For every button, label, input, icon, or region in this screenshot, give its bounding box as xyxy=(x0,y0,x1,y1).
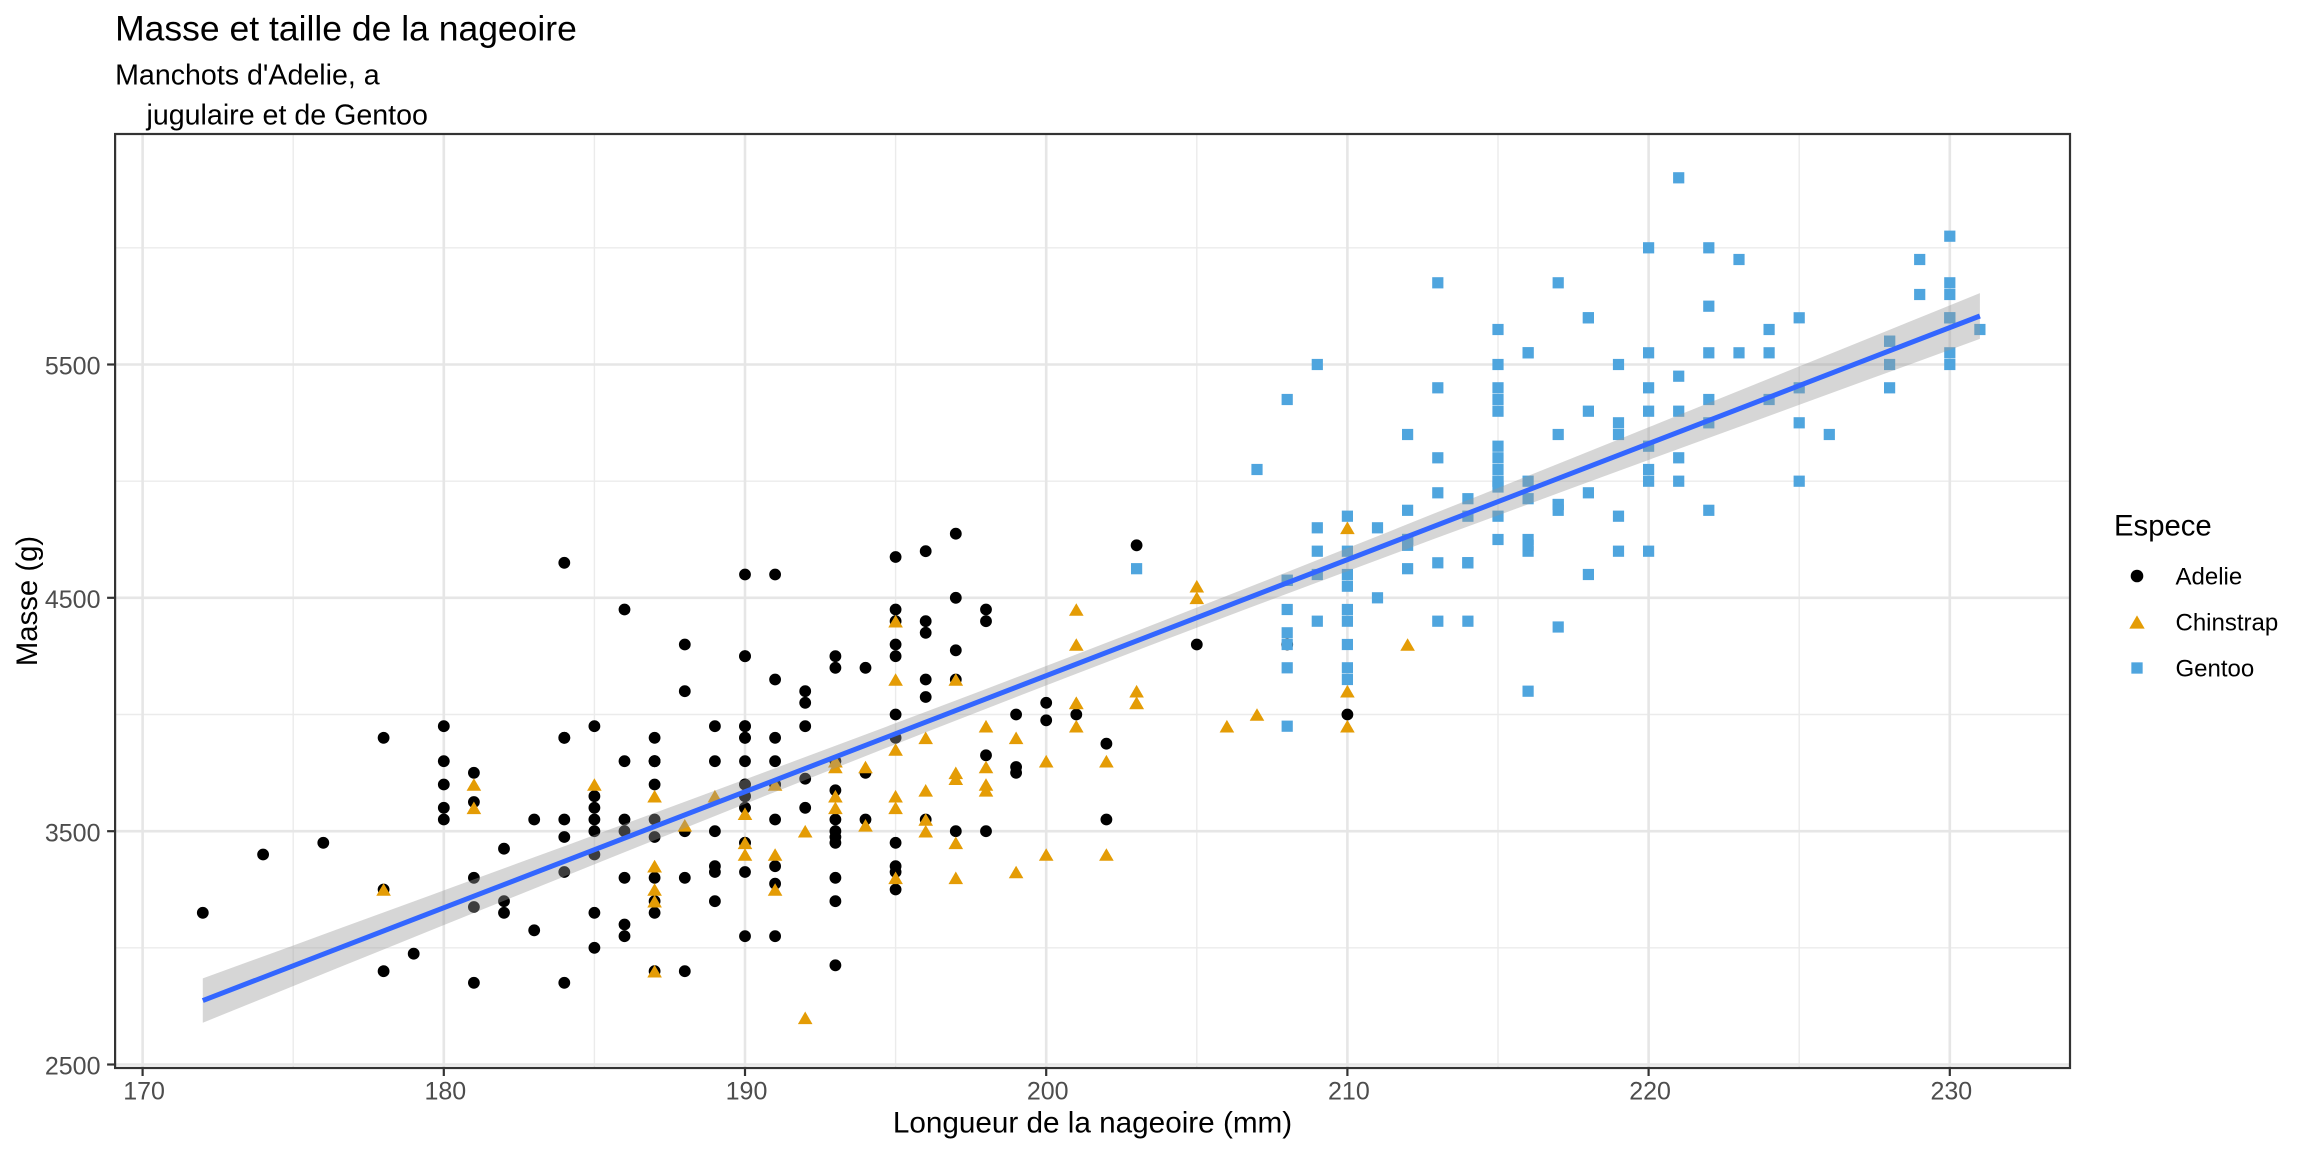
svg-text:190: 190 xyxy=(726,1078,768,1106)
svg-text:Masse (g): Masse (g) xyxy=(11,536,44,666)
svg-text:3500: 3500 xyxy=(45,819,101,847)
svg-text:jugulaire et de Gentoo: jugulaire et de Gentoo xyxy=(146,100,428,132)
svg-text:Gentoo: Gentoo xyxy=(2176,655,2255,682)
svg-text:220: 220 xyxy=(1629,1078,1671,1106)
svg-text:210: 210 xyxy=(1328,1078,1370,1106)
svg-text:Adelie: Adelie xyxy=(2176,563,2243,590)
svg-text:2500: 2500 xyxy=(45,1053,101,1081)
svg-text:170: 170 xyxy=(123,1078,165,1106)
svg-text:Espece: Espece xyxy=(2114,510,2212,543)
svg-text:200: 200 xyxy=(1027,1078,1069,1106)
svg-text:230: 230 xyxy=(1930,1078,1972,1106)
svg-text:180: 180 xyxy=(424,1078,466,1106)
svg-text:Masse et taille de la nageoire: Masse et taille de la nageoire xyxy=(115,8,577,48)
svg-text:Longueur de la nageoire (mm): Longueur de la nageoire (mm) xyxy=(893,1107,1292,1140)
svg-text:5500: 5500 xyxy=(45,353,101,381)
svg-text:Manchots d'Adelie, a: Manchots d'Adelie, a xyxy=(115,60,380,92)
svg-text:Chinstrap: Chinstrap xyxy=(2176,609,2279,636)
svg-text:4500: 4500 xyxy=(45,586,101,614)
